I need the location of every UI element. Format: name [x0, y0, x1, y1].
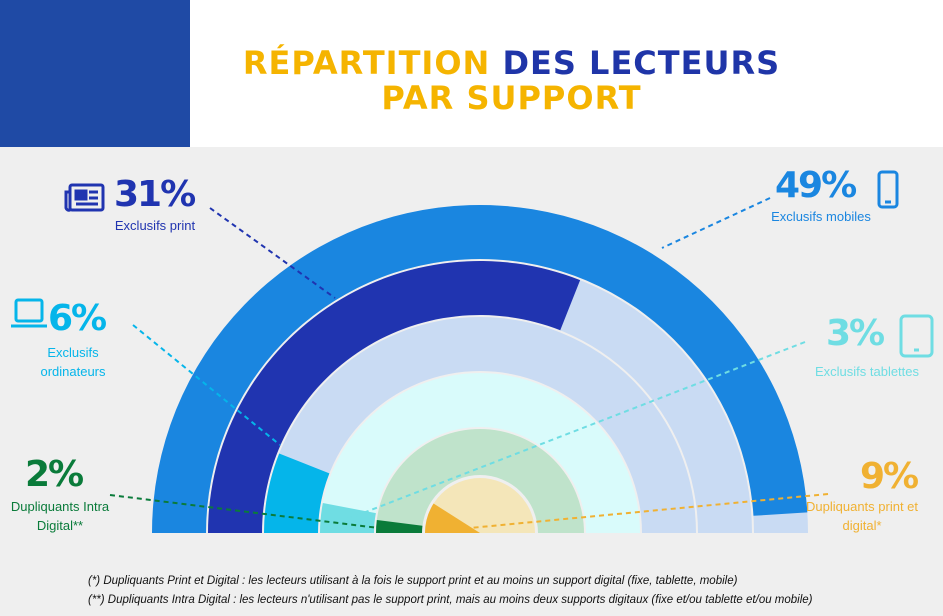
leader — [469, 493, 829, 529]
footnote: (*) Dupliquants Print et Digital : les l… — [88, 575, 738, 587]
ring-track — [320, 373, 640, 533]
value-label: 31% — [114, 174, 196, 215]
value-label: 3% — [826, 313, 885, 354]
ring-bar — [208, 260, 581, 533]
series-label: Exclusifs ordinateurs — [40, 345, 106, 379]
laptop-icon — [11, 298, 47, 328]
title: RÉPARTITION DES LECTEURS — [190, 44, 833, 82]
ring-bar — [264, 453, 330, 533]
phone-icon — [877, 170, 899, 209]
ring-track — [264, 317, 696, 533]
series-label: Exclusifs tablettes — [814, 364, 920, 379]
leader — [209, 207, 336, 299]
ring-bar — [152, 205, 808, 533]
newspaper-icon — [64, 183, 105, 212]
series-label: Exclusifs mobiles — [771, 209, 871, 224]
leaders — [109, 197, 829, 531]
ring-bar — [425, 503, 480, 533]
icons — [11, 170, 934, 358]
ring-track — [376, 429, 584, 533]
leader — [661, 197, 771, 249]
value-label: 49% — [775, 165, 857, 206]
value-label: 6% — [48, 298, 107, 339]
title-part: DES LECTEURS — [502, 44, 781, 82]
footnote: (**) Dupliquants Intra Digital : les lec… — [88, 594, 813, 606]
leader — [344, 341, 806, 521]
title-part: PAR SUPPORT — [381, 79, 642, 117]
value-label: 2% — [25, 454, 84, 495]
series-label: Dupliquants Intra Digital** — [10, 499, 110, 533]
series-label: Exclusifs print — [114, 218, 196, 233]
title-part: RÉPARTITION — [242, 44, 491, 82]
leader — [132, 324, 281, 446]
tablet-icon — [899, 314, 934, 358]
series-label: Dupliquants print et digital* — [806, 499, 919, 533]
header-block — [0, 0, 190, 147]
value-label: 9% — [860, 456, 919, 497]
leader — [109, 494, 396, 531]
